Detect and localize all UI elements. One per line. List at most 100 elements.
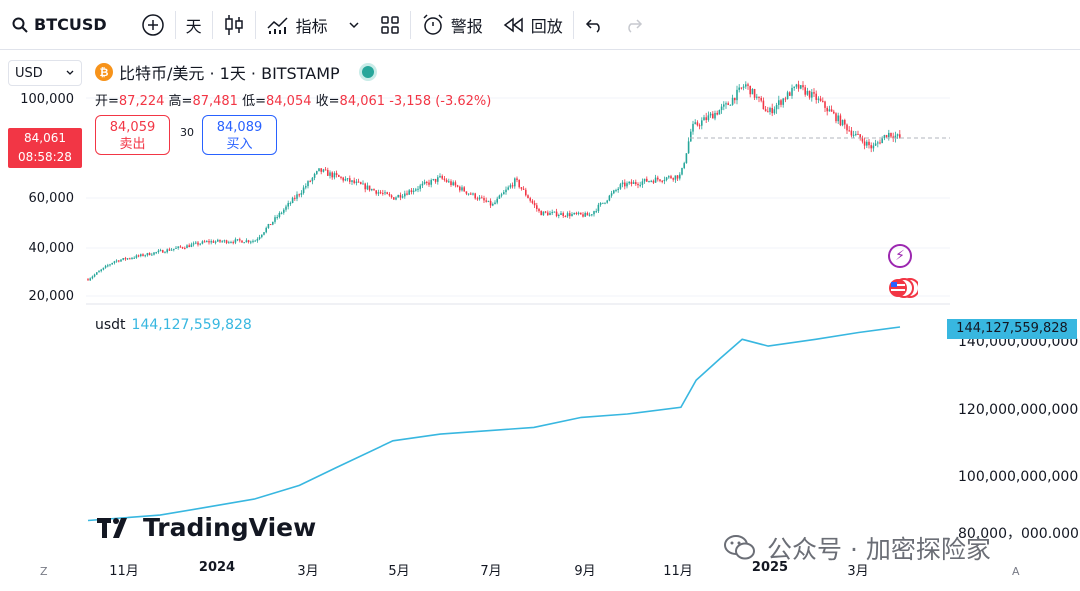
indicators-dropdown[interactable] <box>338 0 370 50</box>
candle-body <box>162 250 164 253</box>
candle-body <box>718 110 721 115</box>
candle-body <box>151 254 153 256</box>
time-axis[interactable]: 11月 2024 3月 5月 7月 9月 11月 2025 3月 <box>0 560 1080 586</box>
candle-body <box>668 176 670 178</box>
candle-body <box>837 115 839 122</box>
candle-body <box>650 180 652 182</box>
candle-body <box>771 107 773 114</box>
candle-body <box>586 213 589 216</box>
candle-body <box>173 248 175 250</box>
undo-button[interactable] <box>574 0 614 50</box>
interval-button[interactable]: 天 <box>176 0 212 50</box>
candle-body <box>806 90 809 95</box>
series-title: 比特币/美元 · 1天 · BITSTAMP <box>119 64 340 83</box>
alert-button[interactable]: 警报 <box>411 0 493 50</box>
toolbar-divider <box>409 10 411 39</box>
redo-button[interactable] <box>614 0 654 50</box>
compare-button[interactable] <box>131 0 175 50</box>
candle-body <box>239 239 241 241</box>
candle-body <box>839 115 842 126</box>
flash-event-icon[interactable]: ⚡ <box>888 244 912 268</box>
us-flag-events-icon[interactable] <box>886 276 918 300</box>
alarm-clock-icon <box>423 13 443 35</box>
candle-body <box>181 247 184 249</box>
candle-body <box>841 119 844 126</box>
tradingview-logo[interactable]: TradingView <box>97 513 316 542</box>
candle-body <box>340 176 342 178</box>
candle-body <box>342 177 344 181</box>
chart-type-button[interactable] <box>213 0 255 50</box>
candle-body <box>401 196 404 198</box>
candle-body <box>197 242 199 245</box>
auto-scale-right-button[interactable]: A <box>1012 565 1020 578</box>
redo-icon <box>628 18 642 33</box>
candle-body <box>679 174 681 179</box>
candle-body <box>428 182 430 185</box>
candle-body <box>549 212 551 216</box>
candle-body <box>577 212 580 214</box>
candle-body <box>96 272 98 275</box>
candle-body <box>346 178 349 180</box>
candle-body <box>210 241 212 243</box>
candle-body <box>784 98 787 100</box>
candle-body <box>368 185 371 191</box>
candle-body <box>698 125 701 127</box>
candle-body <box>287 203 289 207</box>
candle-body <box>300 192 303 195</box>
candle-body <box>373 189 375 191</box>
candle-body <box>826 107 828 112</box>
sell-button[interactable]: 84,059 卖出 <box>95 115 170 155</box>
currency-select[interactable]: USD <box>8 60 82 86</box>
candle-body <box>725 103 727 105</box>
candle-body <box>692 123 694 132</box>
candle-body <box>357 181 360 183</box>
candle-body <box>379 192 382 194</box>
candle-body <box>624 182 626 187</box>
candle-body <box>511 185 514 187</box>
usdt-value: 144,127,559,828 <box>131 317 252 333</box>
candle-body <box>320 168 322 172</box>
candle-body <box>753 89 756 98</box>
candle-body <box>555 211 558 217</box>
candle-body <box>344 179 347 181</box>
buy-label: 买入 <box>226 137 253 152</box>
candle-body <box>208 241 210 243</box>
candle-body <box>804 87 806 95</box>
replay-button[interactable]: 回放 <box>493 0 573 50</box>
right-axis-label: 120,000,000,000 <box>958 402 1079 418</box>
symbol-search[interactable]: BTCUSD <box>0 0 131 50</box>
candle-body <box>166 249 168 253</box>
candle-body <box>232 242 234 244</box>
candle-body <box>852 134 855 136</box>
candle-body <box>107 265 109 267</box>
candle-body <box>349 178 351 182</box>
candle-body <box>769 107 771 112</box>
candle-body <box>263 232 265 235</box>
high-value: 87,481 <box>192 94 238 109</box>
candle-body <box>874 143 877 146</box>
usdt-legend[interactable]: usdt 144,127,559,828 <box>95 317 252 333</box>
candle-body <box>155 252 157 254</box>
candle-body <box>335 173 338 175</box>
candle-body <box>896 134 899 136</box>
candle-body <box>734 97 736 101</box>
candle-body <box>683 163 685 168</box>
current-price-tag: 84,061 08:58:28 <box>8 128 82 168</box>
candle-body <box>536 205 538 209</box>
candle-body <box>736 89 738 101</box>
candle-body <box>274 217 276 222</box>
layouts-button[interactable] <box>370 0 410 50</box>
open-value: 87,224 <box>118 94 165 109</box>
candle-body <box>371 189 373 191</box>
buy-button[interactable]: 84,089 买入 <box>202 115 277 155</box>
series-legend[interactable]: ₿ 比特币/美元 · 1天 · BITSTAMP <box>95 60 374 84</box>
auto-scale-left-button[interactable]: Z <box>40 565 48 578</box>
candle-body <box>199 243 201 245</box>
candle-body <box>509 185 512 188</box>
candle-body <box>285 206 287 210</box>
indicators-button[interactable]: 指标 <box>256 0 338 50</box>
candle-body <box>742 86 745 88</box>
left-axis-label: 20,000 <box>28 289 75 304</box>
candle-body <box>417 188 419 190</box>
